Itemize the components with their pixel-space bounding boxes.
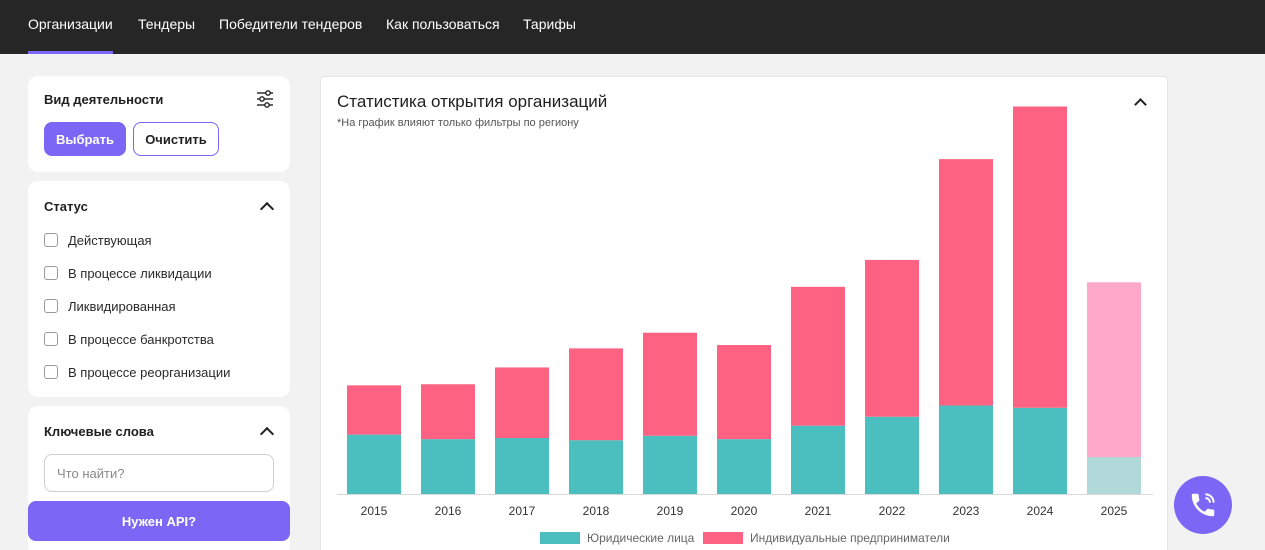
bar-legal-2017[interactable] (495, 438, 549, 494)
x-tick-label: 2019 (657, 504, 684, 518)
nav-tenders[interactable]: Тендеры (138, 16, 196, 32)
status-option-label: В процессе ликвидации (68, 265, 212, 281)
legend-individual-label[interactable]: Индивидуальные предприниматели (750, 531, 950, 545)
keywords-title: Ключевые слова (44, 424, 154, 439)
bar-individual-2015[interactable] (347, 385, 401, 435)
select-button[interactable]: Выбрать (44, 122, 126, 156)
nav-organizations[interactable]: Организации (28, 0, 113, 54)
checkbox[interactable] (44, 332, 58, 346)
checkbox[interactable] (44, 266, 58, 280)
status-option-label: В процессе реорганизации (68, 364, 231, 380)
legend-legal-swatch[interactable] (540, 532, 580, 544)
chevron-up-icon[interactable] (259, 201, 275, 217)
checkbox[interactable] (44, 299, 58, 313)
bar-legal-2016[interactable] (421, 439, 475, 494)
x-tick-label: 2017 (509, 504, 536, 518)
phone-icon (1191, 493, 1215, 517)
bar-legal-2023[interactable] (939, 405, 993, 494)
status-option-active[interactable]: Действующая (44, 231, 152, 249)
x-tick-label: 2021 (805, 504, 832, 518)
keywords-search-input[interactable] (44, 454, 274, 492)
bar-legal-2021[interactable] (791, 425, 845, 494)
call-button[interactable] (1174, 476, 1232, 534)
bar-individual-2020[interactable] (717, 345, 771, 440)
bar-legal-2022[interactable] (865, 416, 919, 494)
bar-individual-2024[interactable] (1013, 106, 1067, 408)
x-tick-label: 2016 (435, 504, 462, 518)
checkbox[interactable] (44, 365, 58, 379)
status-title: Статус (44, 199, 88, 214)
clear-button[interactable]: Очистить (133, 122, 219, 156)
x-tick-label: 2022 (879, 504, 906, 518)
x-tick-label: 2015 (361, 504, 388, 518)
bar-individual-2025[interactable] (1087, 282, 1141, 458)
bar-individual-2022[interactable] (865, 259, 919, 417)
status-option-liquidating[interactable]: В процессе ликвидации (44, 264, 212, 282)
bar-individual-2019[interactable] (643, 332, 697, 436)
statistics-panel: 2015 2016 2017 2018 2019 2020 2021 2022 2023 2024… (320, 76, 1168, 550)
bar-individual-2016[interactable] (421, 384, 475, 440)
bar-individual-2018[interactable] (569, 348, 623, 441)
x-tick-label: 2024 (1027, 504, 1054, 518)
status-option-label: В процессе банкротства (68, 331, 214, 347)
chart-title: Статистика открытия организаций (337, 92, 608, 111)
x-tick-label: 2020 (731, 504, 758, 518)
activity-title: Вид деятельности (44, 92, 164, 107)
filter-settings-icon[interactable] (256, 90, 274, 108)
legend-legal-label[interactable]: Юридические лица (587, 531, 695, 545)
status-option-label: Ликвидированная (68, 298, 176, 314)
bar-individual-2017[interactable] (495, 367, 549, 438)
bar-legal-2024[interactable] (1013, 407, 1067, 494)
status-option-liquidated[interactable]: Ликвидированная (44, 297, 176, 315)
chart-note: *На график влияют только фильтры по реги… (337, 117, 579, 129)
status-filter-card: Статус Действующая В процессе ликвидации… (28, 181, 290, 397)
x-tick-label: 2018 (583, 504, 610, 518)
checkbox[interactable] (44, 233, 58, 247)
bar-legal-2015[interactable] (347, 434, 401, 494)
x-tick-label: 2025 (1101, 504, 1128, 518)
status-option-bankruptcy[interactable]: В процессе банкротства (44, 330, 214, 348)
statistics-chart: 2015 2016 2017 2018 2019 2020 2021 2022 2023 2024… (337, 106, 1153, 545)
legend-individual-swatch[interactable] (703, 532, 743, 544)
bar-legal-2025[interactable] (1087, 457, 1141, 494)
bar-legal-2018[interactable] (569, 440, 623, 494)
bar-legal-2020[interactable] (717, 439, 771, 494)
nav-tariffs[interactable]: Тарифы (523, 16, 576, 32)
need-api-button[interactable]: Нужен API? (28, 501, 290, 541)
bar-individual-2021[interactable] (791, 286, 845, 426)
chevron-up-icon[interactable] (259, 426, 275, 442)
status-option-reorganization[interactable]: В процессе реорганизации (44, 363, 230, 381)
keywords-filter-card: Ключевые слова (28, 406, 290, 550)
bar-individual-2023[interactable] (939, 159, 993, 406)
nav-how-to-use[interactable]: Как пользоваться (386, 16, 500, 32)
activity-filter-card: Вид деятельности Выбрать Очистить (28, 76, 290, 172)
x-tick-label: 2023 (953, 504, 980, 518)
bar-legal-2019[interactable] (643, 435, 697, 494)
top-navigation: Организации Тендеры Победители тендеров … (0, 0, 1265, 54)
status-option-label: Действующая (68, 232, 152, 248)
nav-tender-winners[interactable]: Победители тендеров (219, 16, 363, 32)
